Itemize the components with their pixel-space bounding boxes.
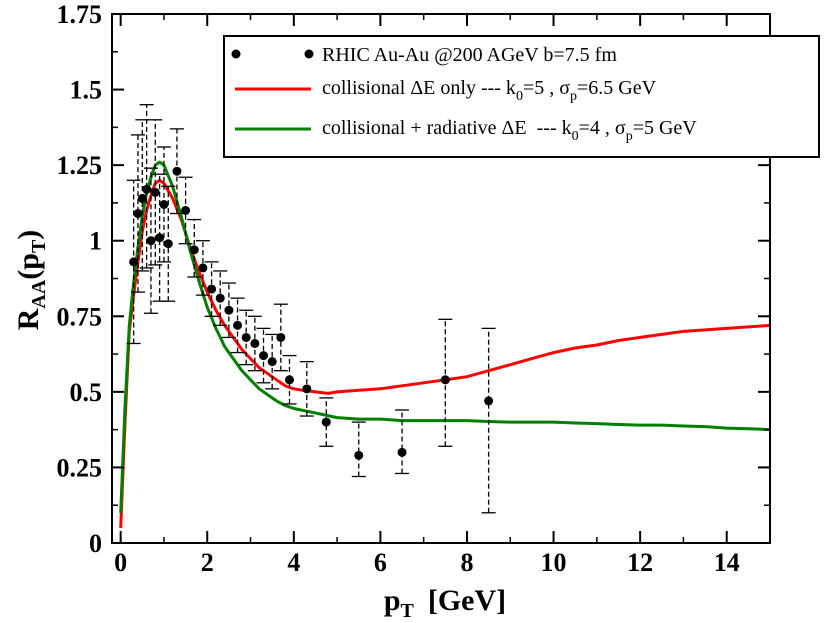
x-tick-label: 4	[287, 548, 300, 577]
data-point	[150, 187, 160, 197]
y-tick-label: 1.25	[57, 151, 103, 180]
y-axis-title-open: (	[12, 270, 45, 280]
data-point	[302, 384, 312, 394]
x-tick-label: 10	[541, 548, 567, 577]
data-point	[207, 284, 217, 294]
data-point	[155, 233, 165, 243]
data-point	[276, 332, 286, 342]
x-tick-label: 8	[460, 548, 473, 577]
y-axis-title-main: R	[12, 308, 45, 330]
y-tick-label: 0.5	[70, 378, 103, 407]
data-point	[146, 236, 156, 246]
data-point	[172, 166, 182, 176]
legend-text-part: collisional ΔE only --- k	[322, 77, 516, 99]
legend-marker-dot	[304, 49, 314, 59]
data-point	[224, 305, 234, 315]
data-point	[233, 320, 243, 330]
x-tick-label: 0	[114, 548, 127, 577]
data-point	[354, 450, 364, 460]
legend-text-sub: p	[570, 89, 577, 104]
x-axis-title: pT [GeV]	[384, 584, 506, 622]
x-tick-label: 2	[201, 548, 214, 577]
legend: RHIC Au-Au @200 AGeV b=7.5 fm collisiona…	[223, 35, 820, 158]
legend-text-sub: 0	[516, 89, 523, 104]
legend-text-part: =4 , σ	[579, 117, 626, 139]
legend-entry-collisional-radiative: collisional + radiative ΔE --- k0=4 , σp…	[235, 117, 697, 144]
series-line-2	[119, 160, 770, 513]
legend-label-collisional: collisional ΔE only --- k0=5 , σp=6.5 Ge…	[322, 77, 657, 104]
y-axis-title-arg-sub: T	[28, 239, 50, 253]
data-point	[484, 396, 494, 406]
y-axis-title-sub: AA	[28, 279, 50, 308]
legend-text-part: =5 GeV	[633, 117, 698, 139]
legend-text-sub: 0	[572, 129, 579, 144]
data-point	[267, 357, 277, 367]
axes: 0 2 4 6 8 10 12 14 0 0.25 0.5 0.75 1 1.25 1.5 1.75	[57, 0, 740, 577]
y-axis-title-arg: p	[12, 253, 45, 270]
data-point	[189, 245, 199, 255]
legend-text-part: collisional + radiative ΔE --- k	[322, 117, 572, 139]
x-axis-title-unit: [GeV]	[428, 584, 506, 617]
data-point	[241, 332, 251, 342]
y-tick-label: 1	[89, 227, 102, 256]
data-point	[321, 417, 331, 427]
data-point	[284, 375, 294, 385]
y-tick-label: 1.5	[70, 76, 103, 105]
legend-box	[223, 35, 820, 158]
y-axis-title: RAA(pT)	[12, 230, 50, 331]
y-tick-label: 1.75	[57, 0, 103, 29]
x-tick-label: 6	[374, 548, 387, 577]
y-tick-label: 0.25	[57, 453, 103, 482]
data-point	[163, 239, 173, 249]
data-point	[137, 193, 147, 203]
legend-label-rhic-data: RHIC Au-Au @200 AGeV b=7.5 fm	[322, 44, 617, 66]
data-point	[181, 205, 191, 215]
legend-label-rhic-text: RHIC Au-Au @200 AGeV b=7.5 fm	[322, 44, 617, 66]
data-point	[397, 447, 407, 457]
data-point	[250, 338, 260, 348]
legend-entry-collisional: collisional ΔE only --- k0=5 , σp=6.5 Ge…	[235, 77, 657, 104]
data-point	[142, 184, 152, 194]
data-point	[215, 293, 225, 303]
y-tick-label: 0	[89, 529, 102, 558]
y-axis-title-close: )	[12, 230, 45, 240]
x-axis-title-sub: T	[401, 600, 415, 622]
plot-area	[119, 104, 770, 528]
data-point	[159, 199, 169, 209]
legend-text-part: =6.5 GeV	[577, 77, 657, 99]
legend-label-collisional-radiative: collisional + radiative ΔE --- k0=4 , σp…	[322, 117, 697, 144]
data-point	[440, 375, 450, 385]
data-point	[259, 351, 269, 361]
legend-entry-rhic-data: RHIC Au-Au @200 AGeV b=7.5 fm	[231, 44, 617, 66]
y-tick-label: 0.75	[57, 302, 103, 331]
x-tick-label: 12	[627, 548, 653, 577]
x-tick-label: 14	[714, 548, 740, 577]
legend-text-sub: p	[626, 129, 633, 144]
x-axis-title-main: p	[384, 584, 401, 617]
data-point	[129, 257, 139, 267]
data-point	[133, 209, 143, 219]
data-point	[198, 263, 208, 273]
legend-text-part: =5 , σ	[523, 77, 570, 99]
legend-marker-dot	[231, 49, 241, 59]
